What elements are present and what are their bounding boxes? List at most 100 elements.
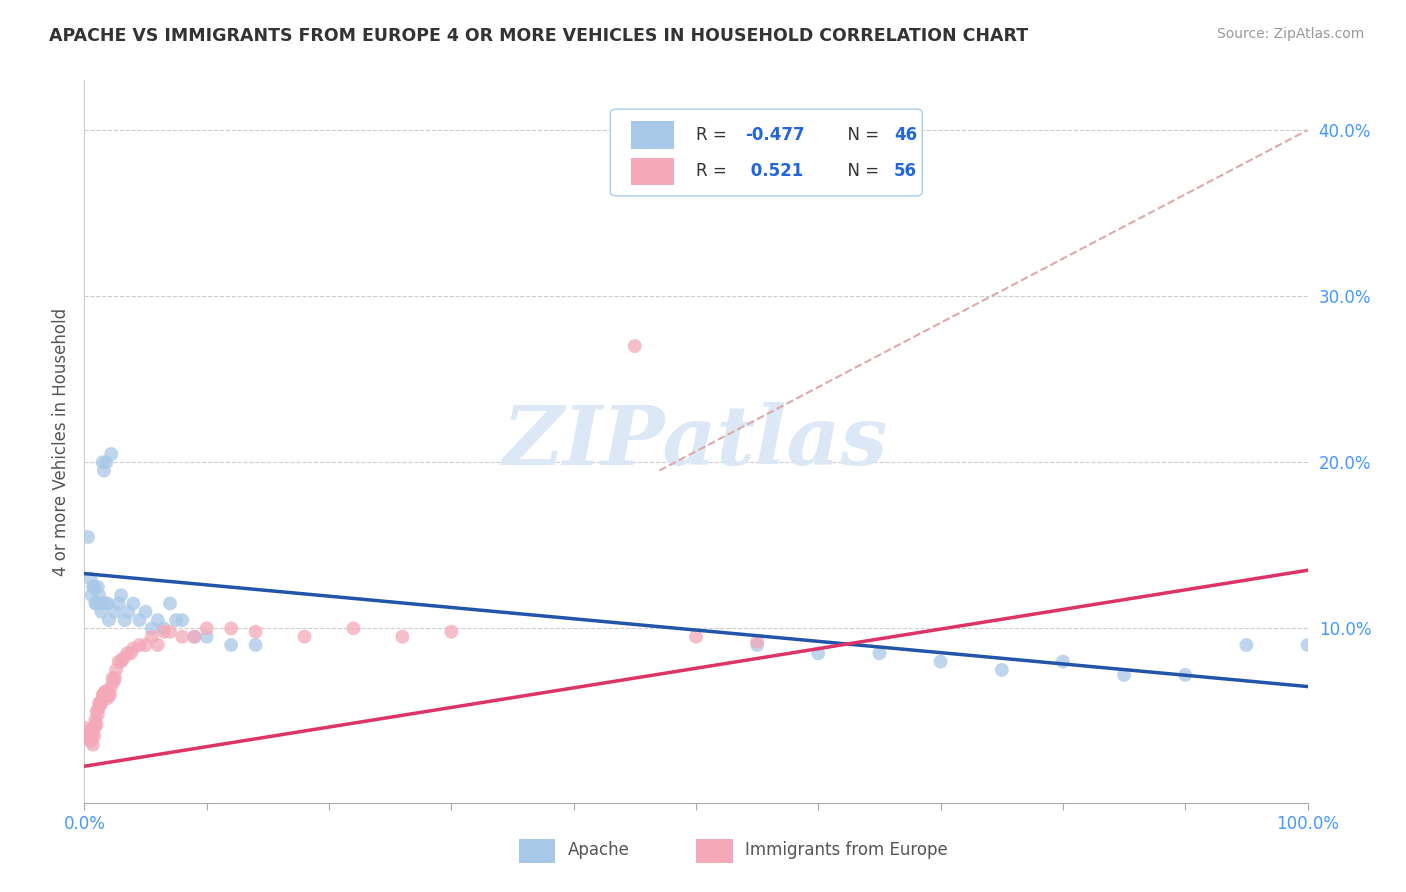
- Point: [87, 588, 110, 602]
- Point: [91, 688, 114, 702]
- Point: [80, 730, 103, 744]
- Point: [89, 597, 111, 611]
- Point: [146, 613, 169, 627]
- Point: [107, 597, 129, 611]
- Text: 56: 56: [894, 162, 917, 180]
- Point: [79, 572, 101, 586]
- Point: [79, 734, 101, 748]
- Point: [245, 638, 267, 652]
- Point: [807, 646, 830, 660]
- Text: 46: 46: [894, 126, 917, 145]
- Point: [94, 684, 117, 698]
- Point: [91, 691, 114, 706]
- Point: [82, 580, 104, 594]
- Point: [110, 588, 132, 602]
- Point: [90, 605, 112, 619]
- Point: [685, 630, 707, 644]
- Point: [83, 730, 105, 744]
- Point: [100, 447, 122, 461]
- Point: [153, 621, 176, 635]
- Text: Apache: Apache: [568, 841, 630, 859]
- Point: [747, 638, 769, 652]
- Point: [1236, 638, 1258, 652]
- Point: [77, 731, 100, 745]
- Text: APACHE VS IMMIGRANTS FROM EUROPE 4 OR MORE VEHICLES IN HOUSEHOLD CORRELATION CHA: APACHE VS IMMIGRANTS FROM EUROPE 4 OR MO…: [49, 27, 1028, 45]
- FancyBboxPatch shape: [519, 838, 555, 863]
- Point: [141, 630, 163, 644]
- FancyBboxPatch shape: [631, 158, 673, 185]
- Point: [77, 530, 100, 544]
- Point: [1052, 655, 1074, 669]
- Point: [122, 597, 145, 611]
- Point: [76, 724, 98, 739]
- Point: [87, 580, 110, 594]
- Point: [86, 717, 108, 731]
- Point: [219, 638, 242, 652]
- FancyBboxPatch shape: [610, 109, 922, 196]
- Point: [141, 621, 163, 635]
- Point: [747, 634, 769, 648]
- Point: [84, 597, 107, 611]
- Point: [75, 721, 97, 735]
- Point: [84, 717, 107, 731]
- Point: [97, 613, 120, 627]
- Point: [94, 597, 117, 611]
- Point: [128, 613, 150, 627]
- Text: R =: R =: [696, 162, 733, 180]
- Point: [294, 630, 316, 644]
- Point: [110, 655, 132, 669]
- Point: [82, 738, 104, 752]
- Text: 0.521: 0.521: [745, 162, 803, 180]
- Y-axis label: 4 or more Vehicles in Household: 4 or more Vehicles in Household: [52, 308, 70, 575]
- FancyBboxPatch shape: [631, 121, 673, 149]
- Text: R =: R =: [696, 126, 733, 145]
- Point: [83, 721, 105, 735]
- Point: [87, 696, 110, 710]
- Point: [120, 646, 142, 660]
- Point: [128, 638, 150, 652]
- Text: ZIPatlas: ZIPatlas: [503, 401, 889, 482]
- Text: Immigrants from Europe: Immigrants from Europe: [745, 841, 948, 859]
- Text: -0.477: -0.477: [745, 126, 804, 145]
- Point: [869, 646, 891, 660]
- Point: [153, 624, 176, 639]
- Point: [86, 597, 108, 611]
- Point: [115, 646, 138, 660]
- Point: [82, 724, 104, 739]
- Point: [112, 651, 135, 665]
- Point: [165, 613, 187, 627]
- Point: [440, 624, 463, 639]
- Point: [1296, 638, 1319, 652]
- Point: [1114, 668, 1136, 682]
- Text: N =: N =: [837, 162, 884, 180]
- Point: [98, 688, 121, 702]
- Point: [195, 621, 218, 635]
- Point: [135, 605, 157, 619]
- Point: [83, 580, 105, 594]
- Point: [114, 613, 136, 627]
- Point: [183, 630, 205, 644]
- Point: [97, 597, 120, 611]
- Point: [991, 663, 1014, 677]
- Point: [172, 613, 194, 627]
- Point: [122, 641, 145, 656]
- Point: [117, 605, 139, 619]
- Point: [245, 624, 267, 639]
- Point: [104, 671, 127, 685]
- Point: [96, 684, 118, 698]
- Point: [624, 339, 647, 353]
- Point: [103, 674, 125, 689]
- Point: [100, 680, 122, 694]
- Point: [105, 663, 128, 677]
- Point: [93, 688, 115, 702]
- Text: N =: N =: [837, 126, 884, 145]
- Point: [195, 630, 218, 644]
- Point: [97, 691, 120, 706]
- Point: [183, 630, 205, 644]
- Point: [91, 455, 114, 469]
- Point: [172, 630, 194, 644]
- Point: [90, 696, 112, 710]
- Point: [159, 624, 181, 639]
- Point: [391, 630, 413, 644]
- Point: [146, 638, 169, 652]
